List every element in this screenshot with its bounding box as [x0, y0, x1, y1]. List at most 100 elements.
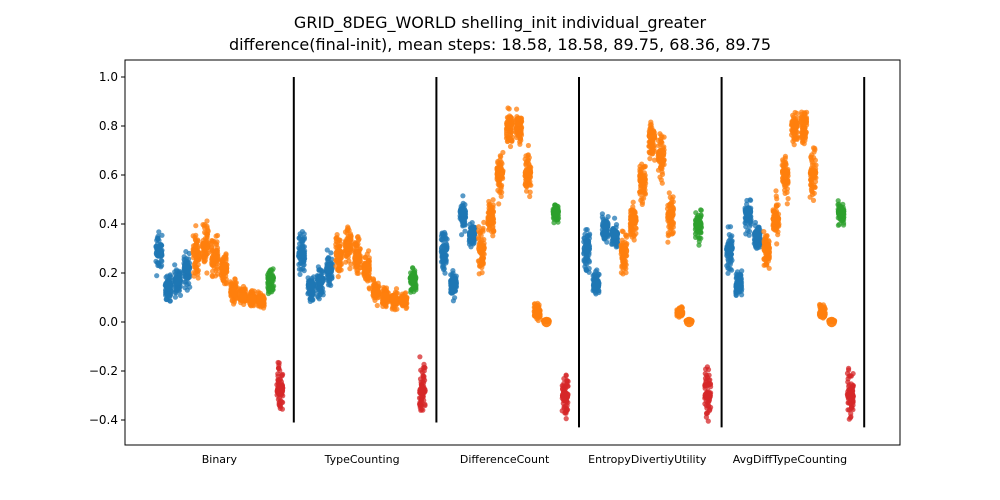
mean-marker [417, 385, 428, 396]
data-point [811, 184, 817, 190]
data-point [177, 292, 184, 298]
data-point [846, 416, 852, 422]
data-point [420, 379, 426, 385]
data-point [504, 138, 510, 145]
strip-blue [305, 274, 317, 304]
mean-marker [408, 272, 419, 284]
data-point [666, 190, 672, 196]
mean-marker [693, 218, 704, 230]
data-point [630, 199, 636, 205]
chart-title: GRID_8DEG_WORLD shelling_init individual… [293, 13, 707, 32]
strip-orange [655, 131, 667, 186]
data-point [696, 235, 702, 241]
strip-orange [209, 232, 221, 280]
data-point [201, 253, 207, 259]
data-point [517, 139, 523, 145]
data-point [812, 157, 819, 163]
data-point [696, 229, 702, 235]
data-point [631, 233, 637, 239]
data-point [526, 155, 532, 161]
data-point [155, 235, 161, 241]
strip-orange [342, 224, 354, 272]
mean-marker [770, 213, 782, 225]
data-point [296, 261, 302, 268]
data-point [729, 267, 735, 273]
data-point [639, 201, 645, 207]
data-point [559, 408, 565, 414]
mean-marker [600, 218, 611, 230]
strip-orange [255, 289, 267, 311]
group-typecounting [296, 77, 438, 423]
data-point [421, 397, 427, 403]
data-point [353, 264, 359, 270]
data-point [336, 264, 342, 270]
data-point [159, 262, 165, 269]
strip-orange [788, 109, 801, 148]
mean-marker [742, 206, 754, 217]
mean-marker [228, 287, 239, 298]
y-tick-label: 0.6 [99, 168, 118, 182]
data-point [212, 273, 219, 279]
mean-marker [494, 167, 506, 178]
data-point [729, 238, 735, 244]
data-point [337, 237, 343, 243]
data-point [371, 278, 377, 284]
data-point [775, 202, 781, 208]
strip-orange [761, 229, 773, 271]
data-point [756, 242, 762, 249]
y-tick-label: −0.2 [89, 364, 118, 378]
data-point [621, 258, 627, 264]
data-point [623, 232, 629, 238]
data-point [418, 407, 424, 413]
mean-marker [807, 167, 819, 178]
mean-marker [342, 240, 354, 252]
data-point [190, 233, 196, 239]
data-point [498, 193, 504, 199]
mean-marker [733, 280, 744, 291]
data-point [195, 237, 201, 243]
data-point [784, 201, 790, 207]
strip-orange [826, 316, 838, 328]
data-point [524, 188, 530, 194]
mean-marker [200, 240, 211, 252]
data-point [462, 228, 468, 234]
strip-red [702, 364, 714, 424]
data-point [698, 207, 704, 213]
data-point [586, 259, 593, 265]
data-point [703, 403, 710, 409]
data-point [354, 268, 360, 274]
data-point [794, 110, 800, 116]
data-point [668, 202, 675, 209]
data-point [417, 354, 423, 360]
data-point [659, 171, 666, 177]
data-point [659, 180, 665, 186]
group-label: Binary [202, 453, 238, 466]
data-point [586, 265, 592, 272]
strip-orange [398, 290, 410, 311]
data-point [799, 133, 805, 139]
data-point [509, 134, 515, 140]
data-point [173, 290, 179, 296]
mean-marker [522, 167, 534, 178]
data-point [507, 143, 514, 150]
data-point [478, 262, 484, 268]
mean-marker [702, 390, 713, 401]
data-point [641, 164, 648, 170]
mean-marker [485, 213, 496, 225]
data-point [269, 268, 275, 274]
data-point [780, 178, 786, 184]
data-point [479, 237, 485, 243]
data-point [495, 181, 501, 187]
data-point [841, 222, 847, 228]
data-point [154, 273, 160, 279]
data-point [172, 294, 178, 300]
data-point [374, 302, 380, 309]
mean-marker [504, 118, 515, 129]
data-point [439, 237, 445, 243]
data-point [221, 278, 227, 284]
data-point [524, 159, 530, 165]
data-point [315, 294, 321, 300]
data-point [773, 188, 779, 194]
data-point [391, 305, 397, 311]
